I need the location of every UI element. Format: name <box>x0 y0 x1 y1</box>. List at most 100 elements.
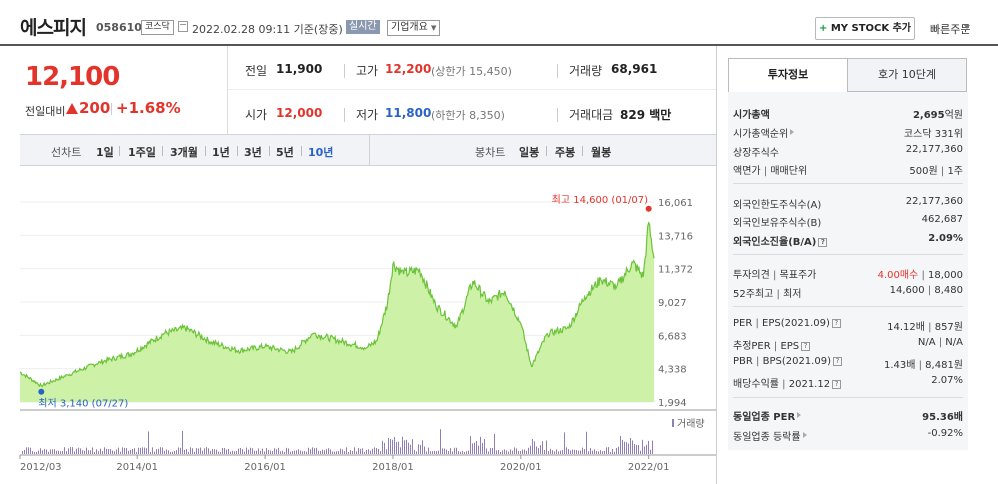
help-icon[interactable]: ? <box>801 342 811 351</box>
period-3m[interactable]: 3개월 <box>170 146 198 159</box>
volume-bar <box>172 451 173 454</box>
foreign-limit-label: 외국인한도주식수(A) <box>733 200 822 211</box>
candle-monthly[interactable]: 월봉 <box>591 146 612 159</box>
volume-bar <box>378 448 379 454</box>
volume-bar <box>274 448 275 454</box>
market-cap-unit: 억원 <box>944 110 963 121</box>
volume-bar <box>60 451 61 454</box>
volume-bar <box>298 449 299 454</box>
volume-bar <box>546 440 547 454</box>
menu-divider <box>269 146 270 156</box>
menu-divider <box>582 146 583 156</box>
volume-bar <box>310 449 311 454</box>
realtime-badge[interactable]: 실시간 <box>346 20 380 34</box>
w52-high-value: 14,600 <box>889 285 925 296</box>
candle-daily[interactable]: 일봉 <box>519 146 540 159</box>
candle-weekly[interactable]: 주봉 <box>555 146 576 159</box>
row-industry-rate: 동일업종 등락률 -0.92% <box>733 428 963 446</box>
volume-bar <box>374 447 375 454</box>
x-tick-label: 2016/01 <box>244 462 286 473</box>
high-note: 최고 14,600 (01/07) <box>552 194 648 206</box>
help-icon[interactable]: ? <box>831 319 841 328</box>
volume-bar <box>148 431 149 454</box>
period-5y[interactable]: 5년 <box>276 146 294 159</box>
tab-invest-info[interactable]: 투자정보 <box>728 58 848 92</box>
volume-bar <box>618 446 619 454</box>
volume-bar <box>396 441 397 454</box>
volume-bar <box>112 450 113 454</box>
market-cap-rank-value: 코스닥 331위 <box>903 129 963 140</box>
volume-bar <box>508 451 509 454</box>
volume-bar <box>318 450 319 454</box>
par-label: 액면가 <box>733 166 761 177</box>
volume-bar <box>292 451 293 454</box>
volume-bar <box>596 451 597 454</box>
volume-bar <box>420 444 421 454</box>
volume-bar <box>170 451 171 454</box>
volume-bar <box>312 447 313 454</box>
help-icon[interactable]: ? <box>832 357 842 366</box>
volume-bar <box>268 450 269 454</box>
volume-bar <box>362 448 363 454</box>
quote-divider <box>344 64 345 78</box>
period-10y[interactable]: 10년 <box>308 146 334 159</box>
company-overview-dropdown[interactable]: 기업개요 ▼ <box>387 20 441 36</box>
volume-bar <box>244 451 245 454</box>
bps-value: 8,481원 <box>925 360 963 371</box>
volume-bar <box>242 449 243 454</box>
volume-bar <box>348 451 349 454</box>
volume-bar <box>76 448 77 454</box>
period-1w[interactable]: 1주일 <box>128 146 156 159</box>
volume-bar <box>134 448 135 454</box>
change-divider <box>111 103 112 115</box>
volume-bar <box>42 450 43 454</box>
volume-bar <box>512 450 513 454</box>
period-1y[interactable]: 1년 <box>212 146 230 159</box>
chevron-right-icon[interactable] <box>797 412 802 418</box>
unit-label: 매매단위 <box>770 166 808 177</box>
volume-bar <box>520 451 521 454</box>
eps-value: 857원 <box>934 322 963 333</box>
volume-bar <box>246 447 247 454</box>
help-icon[interactable]: ? <box>832 380 842 389</box>
volume-bar <box>326 449 327 454</box>
volume-bar <box>44 448 45 454</box>
volume-bar <box>184 449 185 454</box>
high-marker <box>645 205 652 212</box>
period-3y[interactable]: 3년 <box>244 146 262 159</box>
foreign-rate-value: 2.09% <box>928 233 963 244</box>
chevron-right-icon[interactable] <box>802 432 807 438</box>
volume-bar <box>488 451 489 454</box>
chevron-right-icon[interactable] <box>790 129 795 135</box>
volume-bar <box>218 451 219 454</box>
quick-order-button[interactable]: 빠른주문 <box>930 23 971 36</box>
volume-bar <box>276 449 277 454</box>
volume-bar <box>226 449 227 454</box>
par-value: 500원 <box>909 166 938 177</box>
volume-bar <box>372 448 373 454</box>
volume-bar <box>122 447 123 454</box>
volume-bar <box>152 447 153 454</box>
volume-bar <box>64 447 65 454</box>
amount-label: 거래대금 <box>569 108 614 122</box>
volume-bar <box>150 451 151 454</box>
upper-limit: (상한가 15,450) <box>431 65 512 78</box>
volume-bar <box>570 450 571 454</box>
row-pbr-bps: PBR | BPS(2021.09)? 1.43배 | 8,481원 <box>733 356 963 371</box>
volume-bar <box>406 439 407 454</box>
volume-bar <box>504 449 505 454</box>
market-cap-label: 시가총액 <box>733 110 770 121</box>
volume-bar <box>386 449 387 454</box>
tab-quote-10[interactable]: 호가 10단계 <box>847 58 967 92</box>
volume-bar <box>82 450 83 454</box>
help-icon[interactable]: ? <box>818 238 828 247</box>
volume-bar <box>238 448 239 454</box>
volume-bar <box>344 451 345 454</box>
volume-bar <box>118 447 119 454</box>
add-mystock-label: MY STOCK 추가 <box>830 23 912 34</box>
volume-bar <box>638 445 639 454</box>
add-mystock-button[interactable]: + MY STOCK 추가 <box>815 17 915 40</box>
period-1d[interactable]: 1일 <box>96 146 114 159</box>
volume-bar <box>228 449 229 454</box>
stock-name: 에스피지 <box>20 17 87 39</box>
